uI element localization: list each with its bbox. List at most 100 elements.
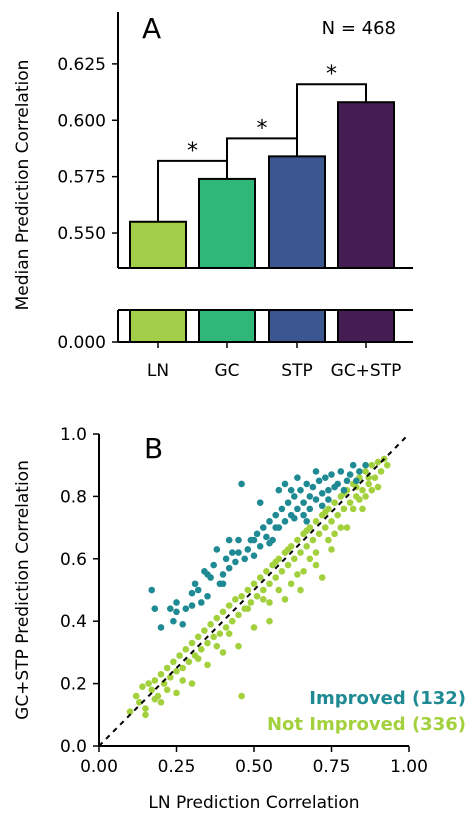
not-improved-point bbox=[185, 658, 193, 666]
not-improved-point bbox=[222, 624, 230, 631]
improved-point bbox=[275, 486, 283, 494]
not-improved-point bbox=[173, 667, 180, 675]
not-improved-point bbox=[157, 699, 165, 706]
not-improved-point bbox=[151, 677, 159, 684]
not-improved-point bbox=[179, 664, 186, 672]
not-improved-point bbox=[346, 499, 354, 506]
not-improved-point bbox=[359, 505, 366, 513]
improved-point bbox=[309, 483, 317, 491]
not-improved-point bbox=[266, 580, 273, 588]
not-improved-point bbox=[225, 602, 233, 609]
identity-diagonal-line bbox=[98, 433, 410, 747]
improved-point bbox=[229, 549, 236, 556]
improved-point bbox=[294, 505, 301, 513]
improved-point bbox=[306, 493, 314, 500]
not-improved-point bbox=[219, 649, 227, 656]
not-improved-point bbox=[331, 499, 338, 506]
improved-point bbox=[281, 480, 289, 488]
improved-point bbox=[346, 471, 354, 478]
improved-point bbox=[318, 502, 326, 510]
improved-point bbox=[213, 546, 221, 553]
significance-bracket bbox=[296, 83, 367, 157]
not-improved-point bbox=[235, 642, 242, 650]
not-improved-point bbox=[244, 586, 252, 594]
improved-point bbox=[256, 543, 264, 550]
not-improved-point bbox=[225, 630, 233, 637]
not-improved-point bbox=[334, 511, 342, 519]
improved-point bbox=[315, 477, 323, 485]
not-improved-point bbox=[253, 592, 261, 600]
improved-point bbox=[222, 555, 230, 563]
legend-improved: Improved (132) bbox=[309, 688, 466, 709]
x-tick-label: GC+STP bbox=[331, 361, 402, 381]
not-improved-point bbox=[349, 505, 357, 513]
not-improved-point bbox=[188, 639, 196, 647]
x-tick-label: STP bbox=[281, 361, 312, 381]
x-tick-label: LN bbox=[147, 361, 169, 381]
improved-point bbox=[312, 468, 320, 475]
improved-point bbox=[291, 493, 298, 500]
y-tick-label: 0.550 bbox=[57, 224, 106, 244]
improved-point bbox=[340, 486, 348, 494]
x-tick-label: GC bbox=[214, 361, 239, 381]
bar-lower-gc bbox=[198, 309, 256, 343]
panel-a-label: A bbox=[142, 12, 161, 45]
improved-point bbox=[232, 558, 239, 566]
improved-point bbox=[250, 552, 258, 559]
not-improved-point bbox=[297, 586, 304, 594]
not-improved-point bbox=[238, 692, 245, 700]
not-improved-point bbox=[201, 627, 208, 634]
improved-point bbox=[219, 571, 227, 578]
not-improved-point bbox=[256, 574, 264, 581]
not-improved-point bbox=[374, 458, 382, 466]
bar-stp bbox=[268, 155, 326, 269]
not-improved-point bbox=[365, 480, 373, 488]
improved-point bbox=[272, 511, 280, 519]
improved-point bbox=[349, 461, 357, 469]
panel-b-y-axis-label: GC+STP Prediction Correlation bbox=[13, 460, 33, 720]
x-tick-label: 0.00 bbox=[80, 757, 118, 777]
significance-brackets: * * * bbox=[157, 62, 367, 222]
improved-point bbox=[318, 489, 326, 497]
not-improved-point bbox=[300, 567, 307, 575]
not-improved-point bbox=[272, 574, 280, 581]
not-improved-point bbox=[278, 567, 286, 575]
not-improved-point bbox=[232, 596, 239, 603]
not-improved-point bbox=[163, 664, 171, 672]
not-improved-point bbox=[139, 683, 146, 691]
not-improved-point bbox=[281, 596, 289, 603]
not-improved-point bbox=[260, 586, 267, 594]
improved-point bbox=[173, 608, 180, 616]
not-improved-point bbox=[219, 608, 227, 616]
improved-point bbox=[291, 514, 298, 522]
bar-lower-gc-stp bbox=[337, 309, 395, 343]
improved-point bbox=[204, 571, 211, 578]
not-improved-point bbox=[377, 468, 385, 475]
bar-lower-ln bbox=[129, 309, 187, 343]
y-tick-label: 0.4 bbox=[60, 612, 87, 632]
improved-point bbox=[325, 496, 332, 503]
not-improved-point bbox=[179, 677, 186, 684]
not-improved-point bbox=[328, 546, 335, 553]
not-improved-point bbox=[312, 561, 320, 569]
x-tick-label: 0.25 bbox=[158, 757, 196, 777]
not-improved-point bbox=[337, 524, 345, 531]
not-improved-point bbox=[272, 558, 280, 566]
improved-point bbox=[284, 499, 292, 506]
improved-point bbox=[266, 539, 273, 547]
improved-point bbox=[263, 533, 270, 541]
y-tick-label: 0.575 bbox=[57, 168, 106, 188]
not-improved-point bbox=[173, 689, 180, 697]
not-improved-point bbox=[287, 580, 295, 588]
improved-point bbox=[253, 530, 261, 538]
not-improved-point bbox=[235, 611, 242, 619]
not-improved-point bbox=[362, 493, 369, 500]
improved-point bbox=[244, 546, 252, 553]
improved-point bbox=[356, 468, 363, 475]
not-improved-point bbox=[260, 596, 267, 603]
not-improved-point bbox=[250, 624, 258, 631]
not-improved-point bbox=[328, 518, 335, 525]
not-improved-point bbox=[294, 571, 301, 578]
not-improved-point bbox=[322, 508, 329, 516]
